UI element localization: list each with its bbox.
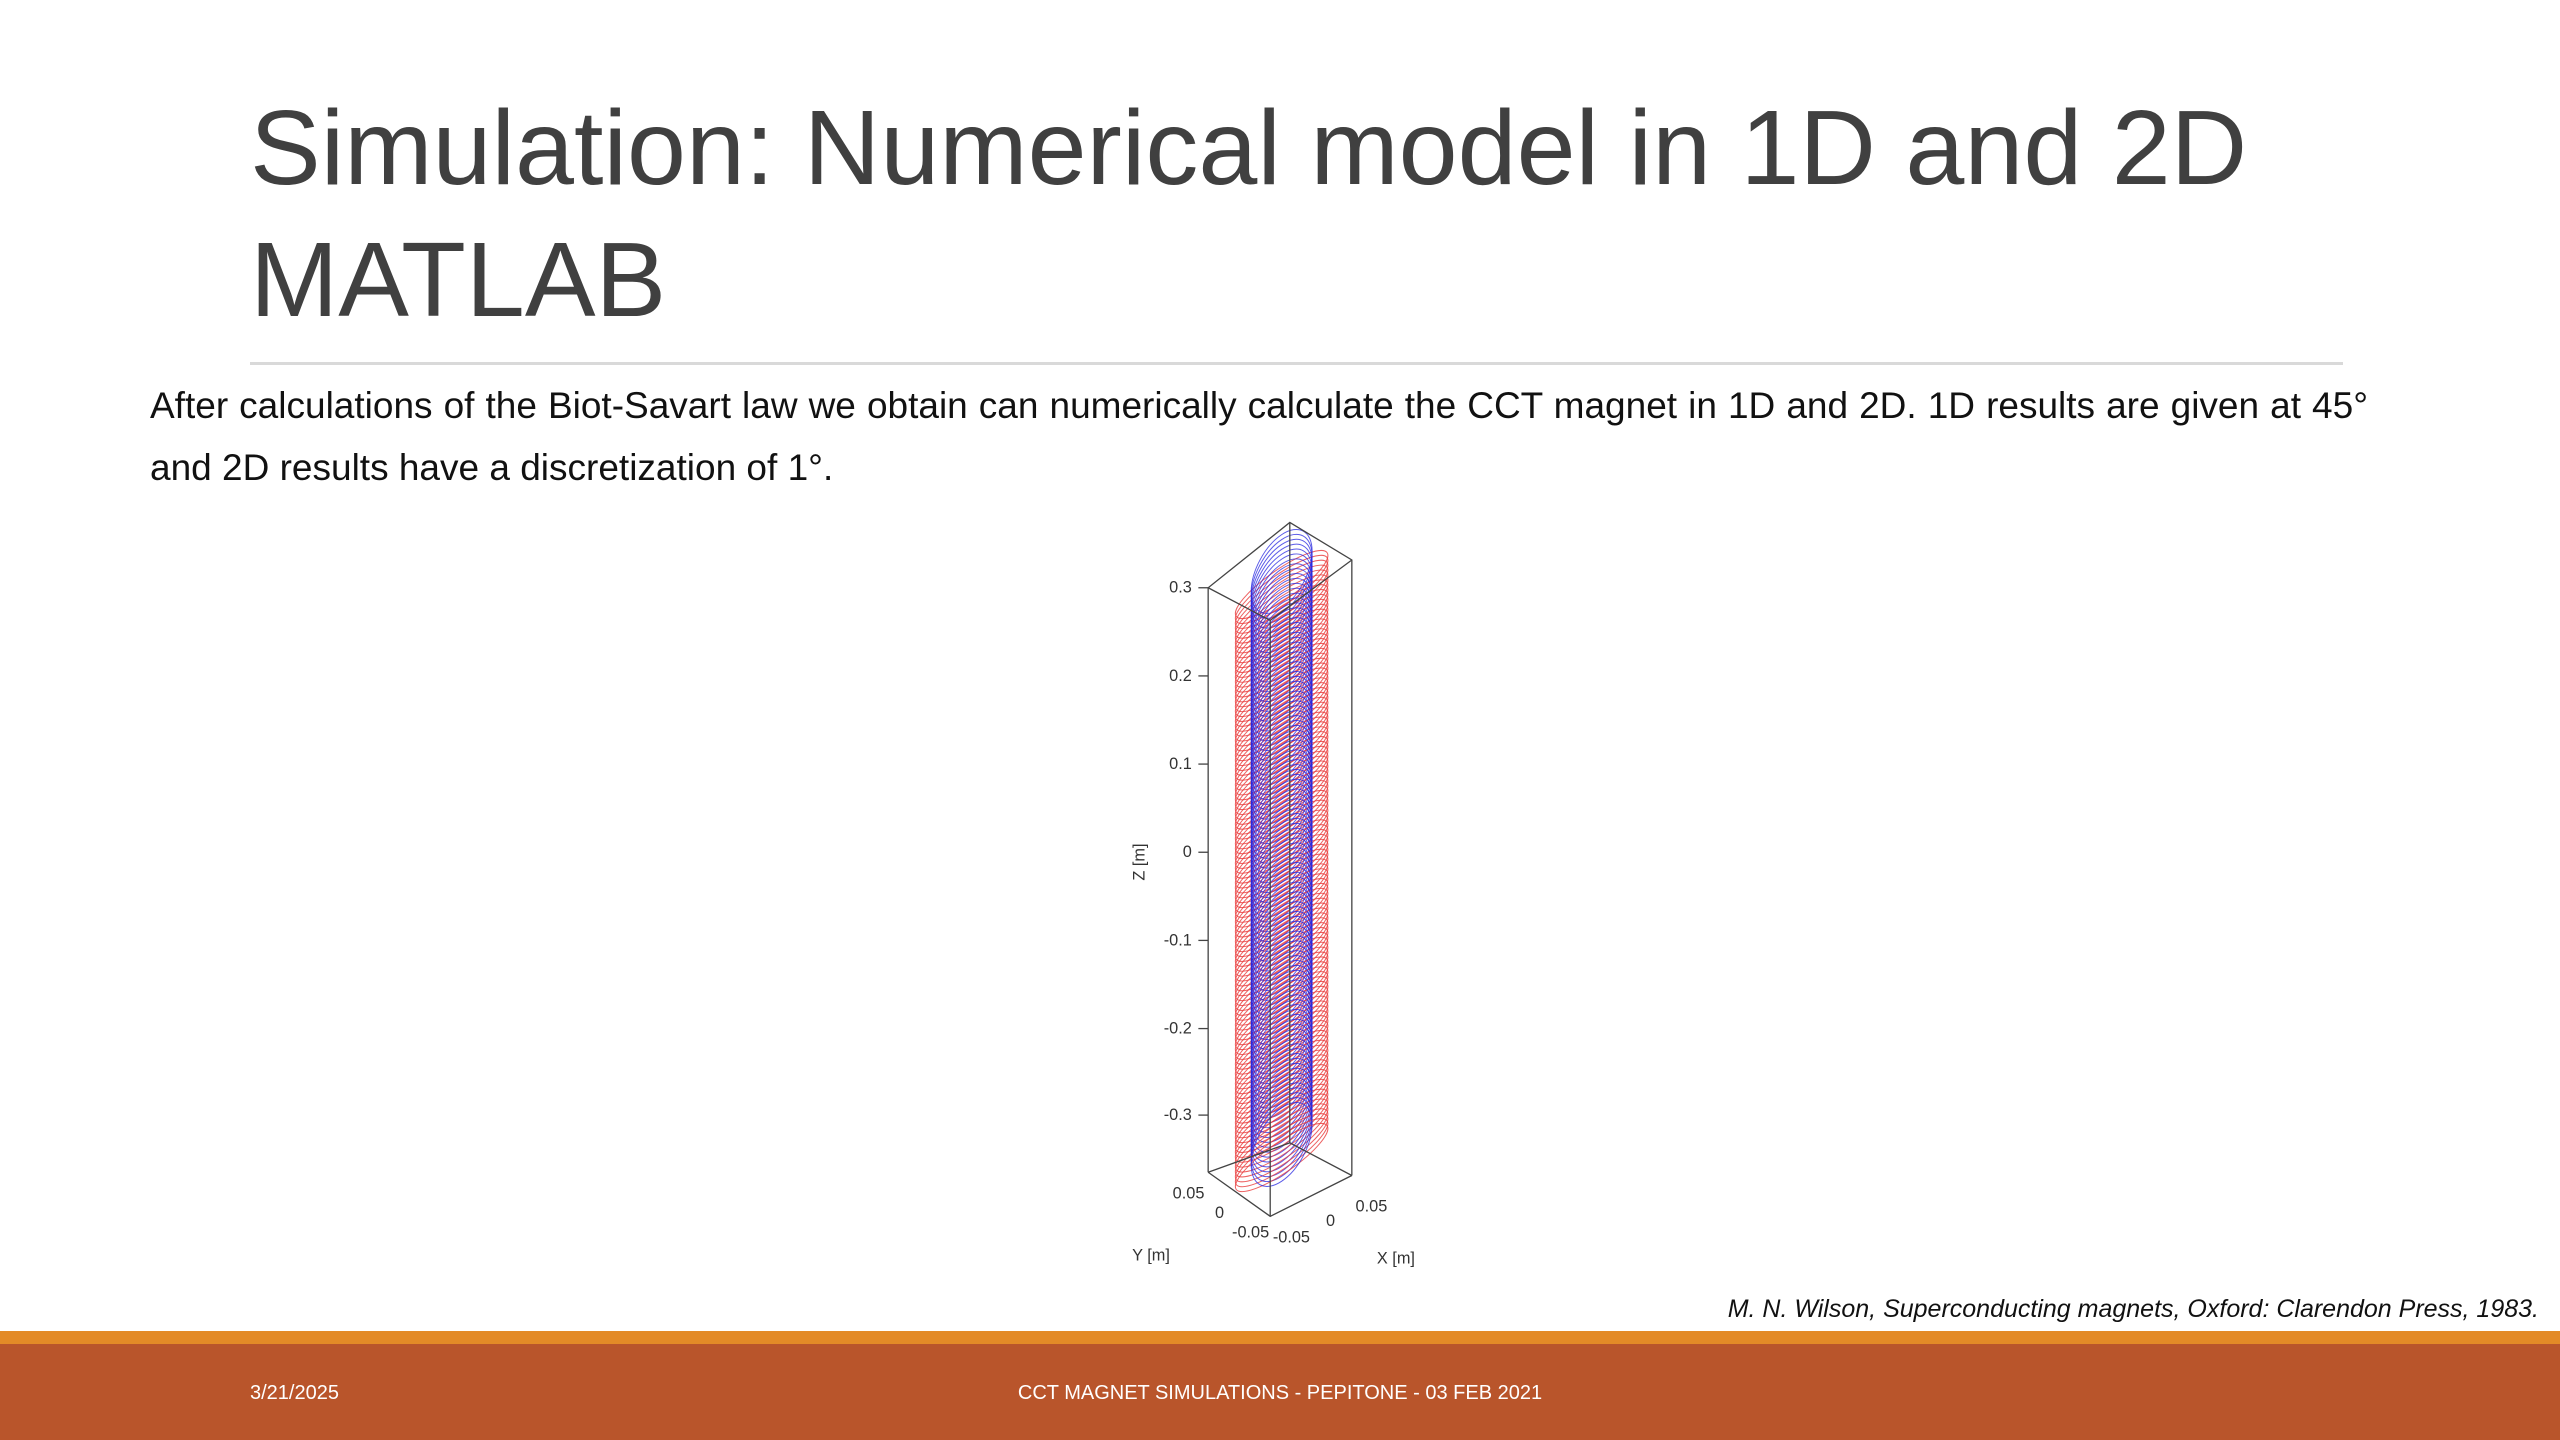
body-text: After calculations of the Biot-Savart la… [150, 385, 2368, 488]
slide-title: Simulation: Numerical model in 1D and 2D… [250, 89, 2248, 339]
red-winding [1234, 1123, 1329, 1193]
x-tick-label: 0 [1326, 1212, 1335, 1230]
blue-winding [1250, 1082, 1313, 1168]
axis-labels: 0.3 0.2 0.1 0 -0.1 -0.2 -0.3 Z [m] 0.05 0 -0.05 Y [… [1130, 579, 1414, 1268]
coil-drawing [1234, 528, 1329, 1193]
footer: 3/21/2025 CCT MAGNET SIMULATIONS - PEPIT… [0, 1344, 2560, 1440]
title-rule [250, 362, 2343, 365]
red-winding [1234, 1118, 1329, 1188]
z-tick-label: 0 [1183, 843, 1192, 861]
z-tick-label: 0.1 [1169, 755, 1192, 773]
box-edge [1207, 1142, 1353, 1177]
z-axis-label: Z [m] [1130, 843, 1148, 880]
x-tick-label: -0.05 [1273, 1228, 1310, 1246]
footer-text: CCT MAGNET SIMULATIONS - PEPITONE - 03 F… [1017, 1382, 1543, 1404]
red-winding [1234, 1113, 1329, 1183]
citation: M. N. Wilson, Superconducting magnets, O… [1727, 1295, 2539, 1323]
blue-winding [1250, 1102, 1313, 1187]
y-tick-label: 0.05 [1173, 1184, 1205, 1202]
red-winding [1234, 1108, 1329, 1178]
z-tick-label: -0.2 [1164, 1019, 1192, 1037]
box-edge [1207, 1171, 1353, 1218]
blue-winding [1250, 1097, 1313, 1183]
axes-box [1207, 521, 1353, 1218]
blue-winding [1250, 1087, 1313, 1173]
footer-date: 3/21/2025 [250, 1382, 339, 1404]
footer-accent [0, 1331, 2560, 1344]
blue-winding [1250, 1092, 1313, 1178]
y-axis-label: Y [m] [1132, 1246, 1170, 1264]
blue-winding [1250, 1077, 1313, 1163]
z-tick-label: -0.1 [1164, 931, 1192, 949]
z-tick-label: 0.3 [1169, 579, 1192, 597]
x-axis-label: X [m] [1377, 1250, 1415, 1268]
z-tick-label: 0.2 [1169, 667, 1192, 685]
red-winding [1234, 1098, 1329, 1168]
z-tick-label: -0.3 [1164, 1106, 1192, 1124]
y-tick-label: 0 [1215, 1204, 1224, 1222]
red-winding [1234, 1103, 1329, 1173]
y-tick-label: -0.05 [1232, 1224, 1269, 1242]
x-tick-label: 0.05 [1356, 1197, 1388, 1215]
